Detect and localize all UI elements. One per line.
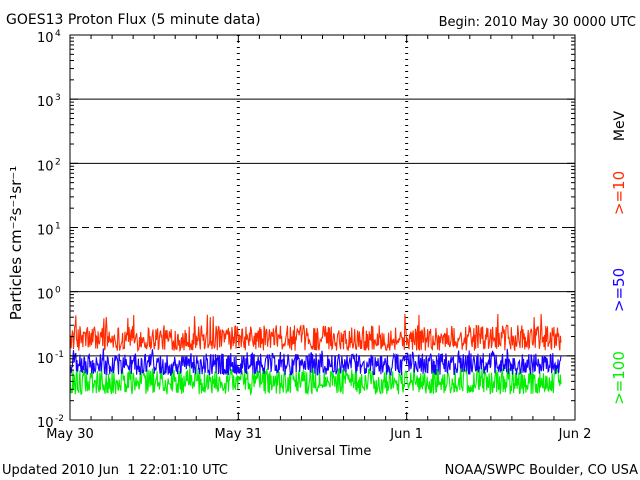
- x-tick-label: Jun 1: [389, 427, 423, 442]
- begin-time-label: Begin: 2010 May 30 0000 UTC: [439, 15, 636, 30]
- y-tick-exponent: 4: [55, 29, 61, 39]
- x-tick-label: May 30: [46, 427, 94, 442]
- y-tick-label: 10: [37, 416, 54, 431]
- data-series: [69, 313, 562, 396]
- plot-frame: [69, 34, 576, 421]
- series-line-50: [69, 348, 562, 377]
- x-tick-label: May 31: [215, 427, 263, 442]
- x-tick-label: Jun 2: [558, 427, 592, 442]
- legend-series-50: >=50: [610, 268, 628, 312]
- y-axis-label: Particles cm⁻²s⁻¹sr⁻¹: [7, 166, 25, 320]
- y-tick-exponent: -1: [55, 350, 64, 360]
- y-tick-label: 10: [37, 224, 54, 239]
- series-line-10: [69, 313, 562, 353]
- y-tick-exponent: 2: [55, 157, 61, 167]
- y-tick-exponent: 0: [55, 286, 61, 296]
- x-axis-label: Universal Time: [275, 444, 372, 459]
- credit-text: NOAA/SWPC Boulder, CO USA: [445, 463, 638, 478]
- y-tick-exponent: -2: [55, 414, 64, 424]
- y-tick-label: 10: [37, 352, 54, 367]
- updated-timestamp: Updated 2010 Jun 1 22:01:10 UTC: [2, 463, 228, 478]
- y-tick-label: 10: [37, 159, 54, 174]
- y-tick-exponent: 1: [55, 222, 61, 232]
- y-tick-label: 10: [37, 95, 54, 110]
- y-tick-label: 10: [37, 31, 54, 46]
- legend-series-100: >=100: [610, 351, 628, 405]
- chart-title: GOES13 Proton Flux (5 minute data): [6, 12, 261, 28]
- legend-unit: MeV: [612, 110, 628, 141]
- y-tick-exponent: 3: [55, 93, 61, 103]
- legend-series-10: >=10: [610, 171, 628, 215]
- y-tick-label: 10: [37, 288, 54, 303]
